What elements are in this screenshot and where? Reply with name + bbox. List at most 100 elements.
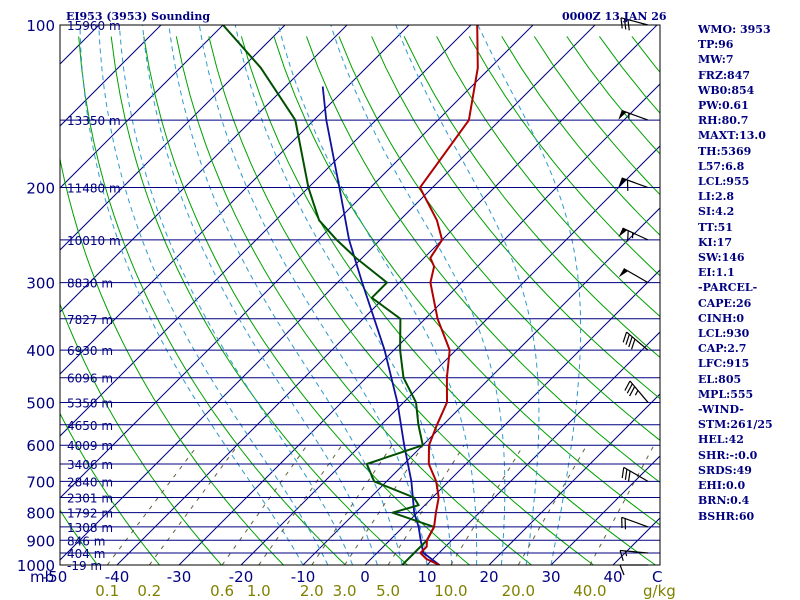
index-item: TH:5369 (698, 144, 752, 158)
wind-barb (624, 380, 649, 403)
index-item: EI:1.1 (698, 266, 735, 280)
index-item: WMO: 3953 (698, 23, 771, 36)
index-item: SHR:-:0.0 (698, 448, 758, 462)
dry-adiabat (208, 36, 595, 565)
index-item: SI:4.2 (698, 205, 735, 219)
index-item: LCL:930 (698, 327, 750, 341)
temperature-tick-label: -50 (43, 568, 68, 586)
index-item: BRN:0.4 (698, 494, 750, 508)
height-label: 15960 m (67, 19, 121, 33)
index-item: BSHR:60 (698, 509, 755, 523)
temperature-tick-label: 10 (417, 568, 436, 586)
mixing-ratio-label: 1.0 (247, 582, 271, 600)
height-label: 5350 m (67, 396, 113, 410)
mixing-ratio-label: 3.0 (333, 582, 357, 600)
index-item: SW:146 (698, 251, 745, 265)
wind-barb (618, 268, 649, 284)
wind-barb (621, 466, 649, 482)
moist-adiabat (118, 25, 354, 565)
background-lines (60, 25, 660, 565)
isotherm (426, 331, 660, 565)
mixing-ratio-label: 0.1 (95, 582, 119, 600)
isotherm (550, 455, 660, 565)
index-item: KI:17 (698, 235, 733, 249)
moist-adiabat (395, 25, 540, 565)
index-item: L57:6.8 (698, 159, 745, 173)
mixing-ratio-label: 40.0 (573, 582, 606, 600)
height-label: -19 m (67, 559, 102, 573)
dry-adiabat (338, 36, 660, 441)
mixing-ratio-line (258, 444, 343, 565)
pressure-tick-label: 500 (26, 394, 55, 412)
dry-adiabat (60, 412, 161, 565)
dry-adiabat (60, 156, 285, 565)
index-item: LCL:955 (698, 175, 750, 189)
index-item: LI:2.8 (698, 190, 735, 204)
mixing-ratio-line (517, 444, 588, 565)
mixing-ratio-label: 2.0 (300, 582, 324, 600)
height-label: 1308 m (67, 521, 113, 535)
dry-adiabat (436, 36, 660, 318)
temperature-tick-label: -30 (167, 568, 192, 586)
dry-adiabat (78, 36, 347, 565)
isotherm (302, 207, 660, 565)
dry-adiabat (143, 36, 471, 565)
index-item: TP:96 (698, 38, 734, 52)
moist-adiabat (330, 25, 506, 565)
wind-barb (622, 331, 649, 351)
plot-border (59, 24, 661, 566)
height-label: 6930 m (67, 344, 113, 358)
pressure-tick-label: 900 (26, 532, 55, 550)
temperature-tick-label: 40 (603, 568, 622, 586)
temperature-axis-label: C (652, 568, 662, 586)
index-item: EHI:0.0 (698, 479, 746, 493)
isotherm (60, 25, 224, 189)
index-item: -WIND- (698, 403, 744, 417)
index-item: CAPE:26 (698, 296, 752, 310)
isotherm (60, 25, 286, 251)
temperature-line (419, 25, 479, 565)
index-item: CAP:2.7 (698, 342, 747, 356)
wind-barb (618, 177, 649, 191)
mixing-ratio-line (148, 444, 239, 565)
mixing-ratio-line (450, 444, 524, 565)
dry-adiabat (273, 36, 660, 526)
isotherm (116, 25, 658, 565)
mixing-ratio-line (387, 444, 465, 565)
index-item: CINH:0 (698, 311, 745, 325)
dry-adiabat (371, 36, 660, 400)
index-item: PW:0.61 (698, 99, 749, 113)
temperature-tick-label: 30 (541, 568, 560, 586)
wind-barb (618, 227, 649, 242)
height-label: 10010 m (67, 234, 121, 248)
index-item: -PARCEL- (698, 281, 758, 295)
dry-adiabat (468, 36, 660, 277)
isotherm (60, 25, 162, 127)
pressure-tick-label: 800 (26, 505, 55, 523)
pressure-tick-label: 600 (26, 437, 55, 455)
isotherm (60, 25, 534, 499)
mixing-ratio-line (589, 444, 655, 565)
index-item: WB0:854 (698, 83, 755, 97)
height-label: 3406 m (67, 458, 113, 472)
moist-adiabat (234, 25, 453, 565)
pressure-tick-label: 200 (26, 180, 55, 198)
height-label: 13350 m (67, 114, 121, 128)
height-label: 1792 m (67, 507, 113, 521)
chart-title: EI953 (3953) Sounding (66, 10, 210, 23)
isotherm (60, 25, 410, 375)
height-label: 11480 m (67, 182, 121, 196)
height-label: 4650 m (67, 419, 113, 433)
dry-adiabat (306, 36, 660, 483)
height-label: 6096 m (67, 372, 113, 386)
indices-panel: WMO: 3953 TP:96 MW:7 FRZ:847 WB0:854 PW:0.61 R… (698, 22, 800, 524)
dry-adiabat (60, 302, 223, 565)
valid-time: 0000Z 13 JAN 26 (562, 10, 667, 23)
moist-adiabat (277, 25, 478, 565)
isotherm (60, 25, 348, 313)
height-label: 2840 m (67, 475, 113, 489)
index-item: MPL:555 (698, 387, 754, 401)
height-label: 8830 m (67, 277, 113, 291)
index-item: TT:51 (698, 220, 733, 234)
